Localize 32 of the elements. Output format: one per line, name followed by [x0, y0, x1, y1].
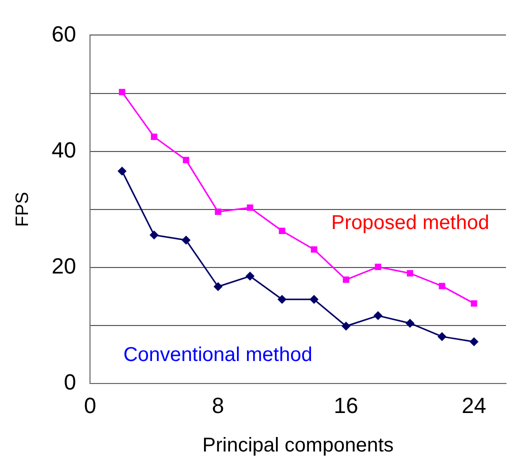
x-tick-label: 0 [84, 392, 96, 418]
point [374, 311, 383, 320]
point [118, 88, 126, 96]
point [310, 294, 319, 304]
point [406, 318, 415, 328]
y-tick-label: 40 [52, 137, 76, 162]
x-axis-title: Principal components [202, 434, 394, 457]
x-tick-label: 24 [462, 392, 486, 418]
point [278, 294, 287, 304]
point [342, 322, 351, 331]
point [246, 204, 254, 211]
point [278, 228, 286, 234]
point [342, 276, 350, 283]
series-label: Conventional method [123, 344, 312, 366]
y-tick-label: 60 [52, 21, 76, 46]
point [214, 208, 222, 215]
x-tick-label: 16 [334, 392, 358, 418]
point [150, 230, 159, 240]
point [150, 134, 158, 140]
point [182, 236, 191, 245]
series-label: Proposed method [331, 212, 490, 234]
x-tick-label: 8 [212, 392, 224, 418]
y-tick-label: 20 [52, 254, 76, 279]
point [246, 272, 255, 281]
point [118, 166, 127, 176]
point [406, 270, 414, 276]
y-axis-title: FPS [12, 192, 32, 227]
point [470, 337, 479, 346]
point [214, 282, 223, 292]
y-tick-label: 0 [64, 370, 76, 395]
point [374, 264, 382, 270]
point [438, 332, 447, 342]
